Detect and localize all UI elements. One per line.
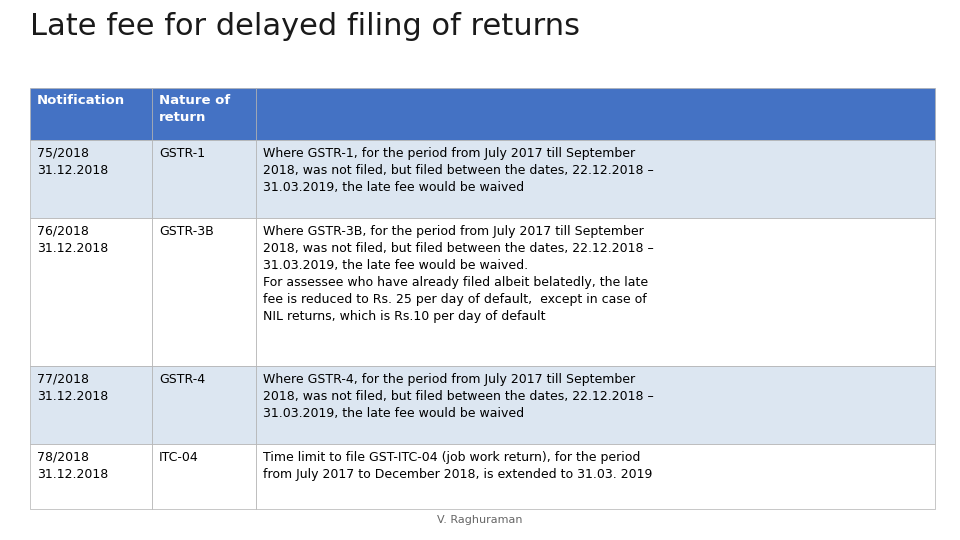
Text: 77/2018
31.12.2018: 77/2018 31.12.2018 <box>37 373 108 403</box>
Text: V. Raghuraman: V. Raghuraman <box>437 515 523 525</box>
Bar <box>153 444 256 509</box>
Text: Late fee for delayed filing of returns: Late fee for delayed filing of returns <box>30 12 580 41</box>
Bar <box>256 88 935 140</box>
Text: 78/2018
31.12.2018: 78/2018 31.12.2018 <box>37 451 108 481</box>
Bar <box>256 366 935 444</box>
Bar <box>256 218 935 366</box>
Bar <box>30 140 153 218</box>
Text: Nature of
return: Nature of return <box>159 94 230 124</box>
Bar <box>256 444 935 509</box>
Bar <box>153 140 256 218</box>
Text: 75/2018
31.12.2018: 75/2018 31.12.2018 <box>37 147 108 177</box>
Text: GSTR-1: GSTR-1 <box>159 147 205 160</box>
Text: Where GSTR-3B, for the period from July 2017 till September
2018, was not filed,: Where GSTR-3B, for the period from July … <box>263 225 654 323</box>
Bar <box>30 444 153 509</box>
Bar <box>153 366 256 444</box>
Bar <box>30 88 153 140</box>
Bar <box>153 88 256 140</box>
Bar <box>30 366 153 444</box>
Text: 76/2018
31.12.2018: 76/2018 31.12.2018 <box>37 225 108 255</box>
Text: Time limit to file GST-ITC-04 (job work return), for the period
from July 2017 t: Time limit to file GST-ITC-04 (job work … <box>263 451 653 481</box>
Bar <box>30 218 153 366</box>
Text: Where GSTR-1, for the period from July 2017 till September
2018, was not filed, : Where GSTR-1, for the period from July 2… <box>263 147 654 194</box>
Text: GSTR-4: GSTR-4 <box>159 373 205 386</box>
Text: ITC-04: ITC-04 <box>159 451 199 464</box>
Bar <box>153 218 256 366</box>
Text: GSTR-3B: GSTR-3B <box>159 225 214 238</box>
Bar <box>256 140 935 218</box>
Text: Where GSTR-4, for the period from July 2017 till September
2018, was not filed, : Where GSTR-4, for the period from July 2… <box>263 373 654 420</box>
Text: Notification: Notification <box>37 94 125 107</box>
